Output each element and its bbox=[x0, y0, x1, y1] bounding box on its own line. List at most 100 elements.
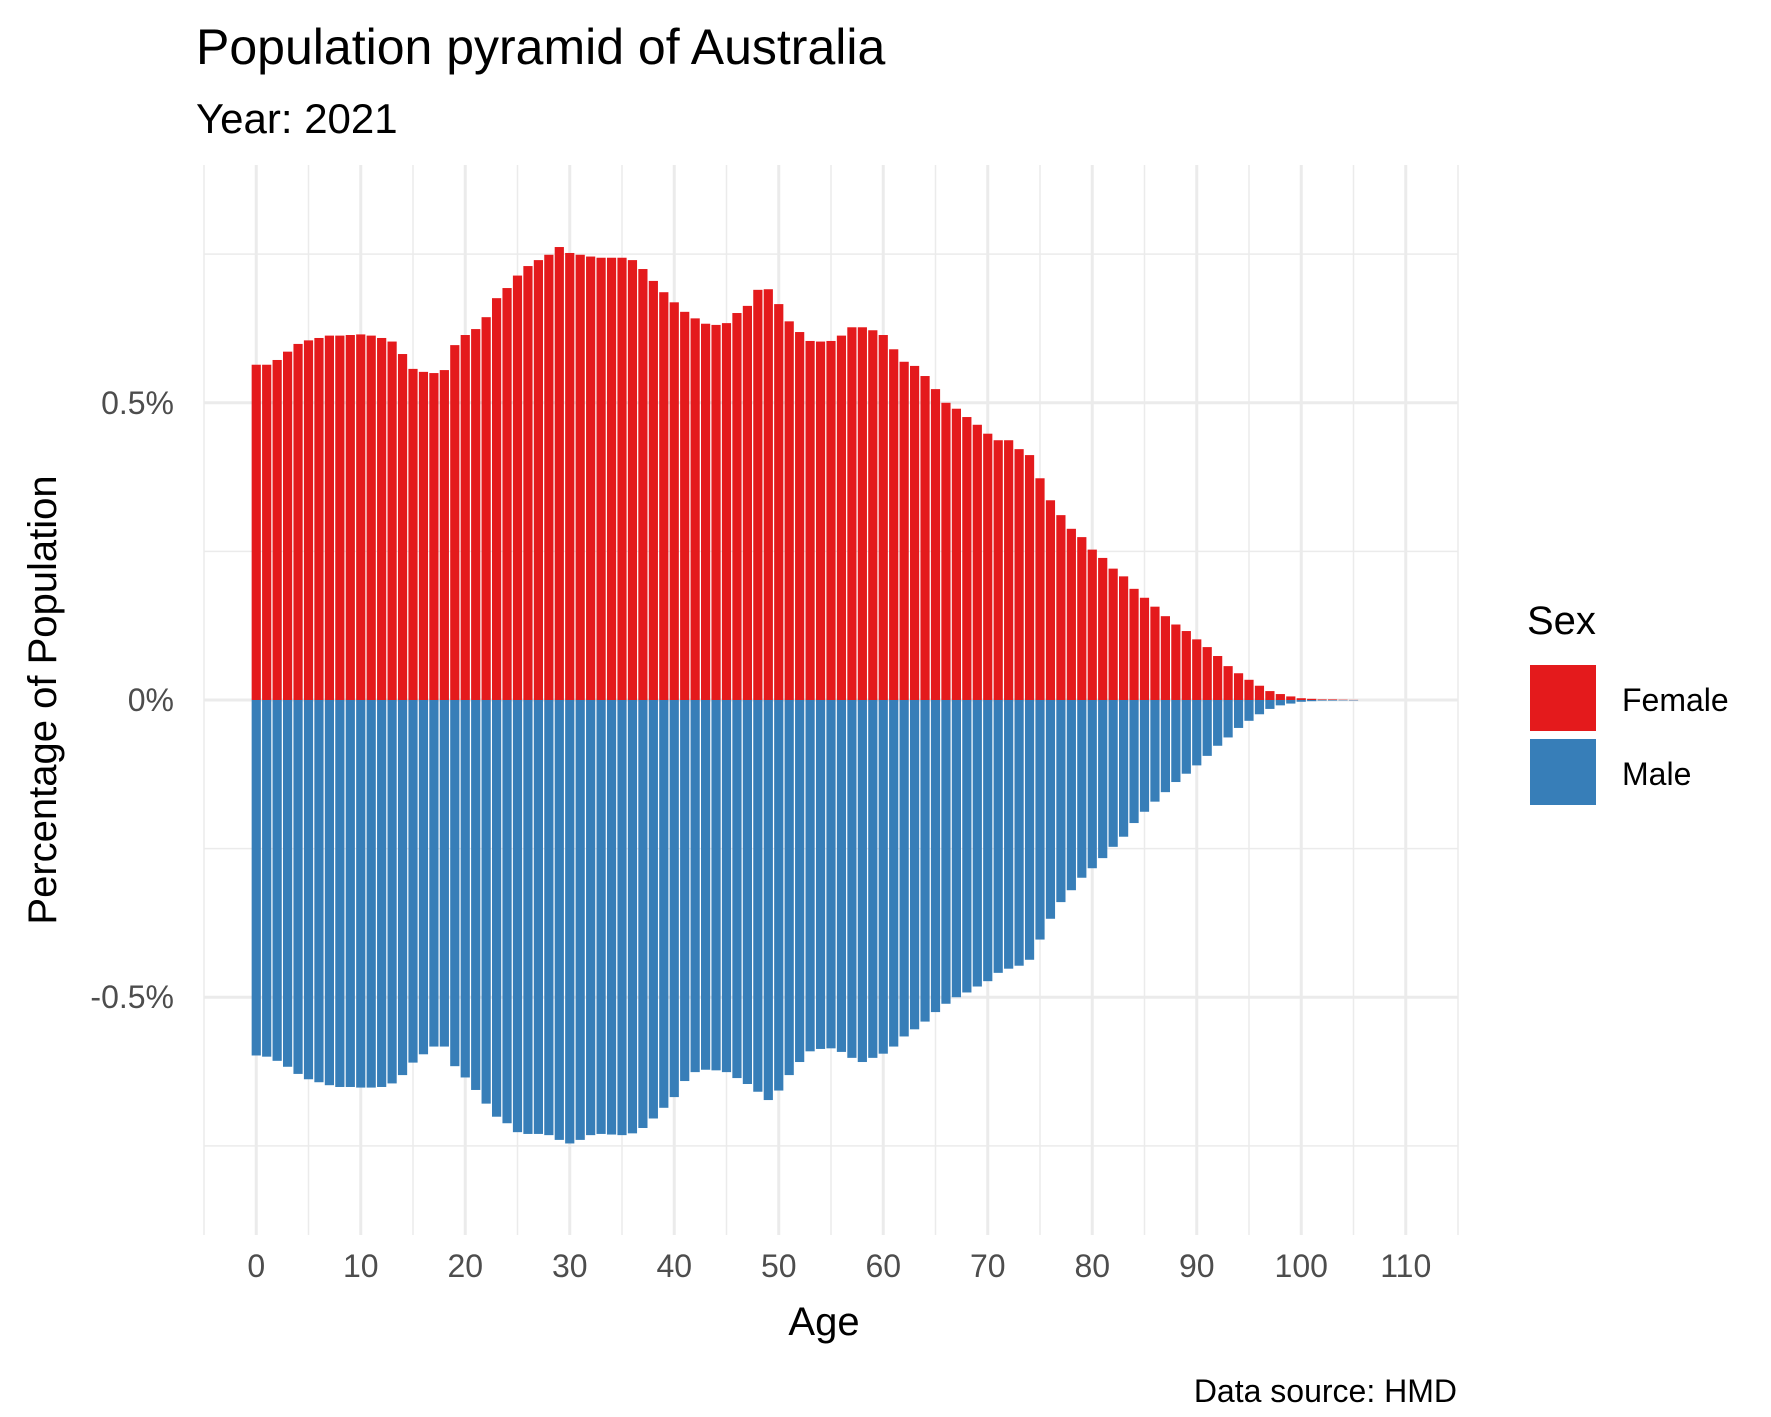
bar-female-age-69 bbox=[972, 424, 982, 700]
bar-female-age-23 bbox=[492, 298, 502, 700]
bar-male-age-24 bbox=[502, 700, 512, 1124]
bar-male-age-41 bbox=[680, 700, 690, 1082]
chart-title: Population pyramid of Australia bbox=[196, 19, 885, 75]
bar-female-age-25 bbox=[512, 275, 523, 700]
bar-female-age-93 bbox=[1223, 666, 1233, 700]
bar-female-age-33 bbox=[596, 257, 606, 700]
bar-male-age-16 bbox=[418, 700, 429, 1055]
bar-male-age-46 bbox=[732, 700, 742, 1079]
bar-male-age-102 bbox=[1317, 700, 1327, 701]
bar-female-age-24 bbox=[502, 288, 512, 700]
bar-male-age-61 bbox=[889, 700, 899, 1047]
bar-male-age-81 bbox=[1098, 700, 1108, 859]
bar-female-age-26 bbox=[523, 266, 533, 700]
x-tick-label: 30 bbox=[552, 1248, 588, 1284]
y-tick-label: -0.5% bbox=[90, 979, 174, 1015]
bar-female-age-18 bbox=[439, 370, 449, 700]
bar-male-age-35 bbox=[617, 700, 627, 1136]
bar-male-age-103 bbox=[1328, 700, 1338, 701]
y-tick-label: 0.5% bbox=[101, 385, 174, 421]
bar-female-age-90 bbox=[1192, 639, 1202, 700]
chart-subtitle: Year: 2021 bbox=[196, 95, 398, 142]
bar-female-age-49 bbox=[763, 289, 773, 700]
bar-female-age-67 bbox=[951, 408, 961, 700]
bar-male-age-52 bbox=[795, 700, 805, 1063]
bar-female-age-44 bbox=[711, 324, 721, 700]
bar-male-age-50 bbox=[774, 700, 784, 1091]
bar-male-age-72 bbox=[1004, 700, 1014, 969]
bar-female-age-15 bbox=[408, 368, 418, 700]
bar-male-age-69 bbox=[972, 700, 982, 987]
bar-female-age-53 bbox=[805, 340, 815, 700]
bar-male-age-20 bbox=[460, 700, 470, 1078]
bar-male-age-5 bbox=[303, 700, 314, 1080]
bar-female-age-12 bbox=[377, 337, 387, 700]
bar-female-age-17 bbox=[429, 373, 439, 700]
legend-swatch-male bbox=[1530, 739, 1596, 805]
bar-male-age-33 bbox=[596, 700, 606, 1134]
bar-male-age-40 bbox=[669, 700, 679, 1098]
bar-male-age-14 bbox=[397, 700, 408, 1076]
bar-male-age-101 bbox=[1307, 700, 1317, 702]
bar-male-age-95 bbox=[1244, 700, 1254, 721]
bar-female-age-4 bbox=[293, 343, 303, 700]
bar-female-age-58 bbox=[857, 327, 867, 700]
bar-male-age-13 bbox=[387, 700, 397, 1084]
bar-male-age-56 bbox=[836, 700, 847, 1052]
bar-female-age-71 bbox=[993, 440, 1003, 700]
bar-male-age-37 bbox=[638, 700, 648, 1128]
bar-female-age-99 bbox=[1286, 696, 1296, 700]
bar-female-age-84 bbox=[1129, 588, 1139, 700]
bar-female-age-6 bbox=[314, 337, 324, 700]
bar-male-age-30 bbox=[565, 700, 575, 1144]
x-tick-label: 70 bbox=[970, 1248, 1006, 1284]
bar-male-age-63 bbox=[910, 700, 920, 1030]
bar-male-age-0 bbox=[251, 700, 261, 1056]
bar-male-age-39 bbox=[659, 700, 669, 1108]
bar-female-age-35 bbox=[617, 257, 627, 700]
bar-female-age-62 bbox=[899, 361, 909, 700]
bar-female-age-10 bbox=[356, 334, 366, 700]
bar-male-age-79 bbox=[1077, 700, 1087, 878]
bar-male-age-25 bbox=[512, 700, 523, 1133]
bar-female-age-20 bbox=[460, 335, 470, 700]
bar-female-age-16 bbox=[418, 371, 429, 700]
bar-male-age-85 bbox=[1139, 700, 1150, 812]
bar-male-age-7 bbox=[324, 700, 334, 1086]
bar-female-age-59 bbox=[868, 330, 878, 700]
bar-male-age-90 bbox=[1192, 700, 1202, 766]
bar-male-age-28 bbox=[544, 700, 554, 1136]
bar-male-age-99 bbox=[1286, 700, 1296, 704]
bar-female-age-68 bbox=[962, 417, 972, 700]
bar-female-age-31 bbox=[575, 254, 585, 700]
bar-female-age-2 bbox=[272, 359, 282, 700]
bar-female-age-32 bbox=[586, 256, 596, 700]
bar-female-age-94 bbox=[1233, 673, 1244, 700]
bar-female-age-103 bbox=[1328, 699, 1338, 700]
bar-female-age-91 bbox=[1202, 647, 1212, 700]
bar-male-age-12 bbox=[377, 700, 387, 1087]
bar-female-age-97 bbox=[1265, 691, 1275, 700]
bar-male-age-38 bbox=[648, 700, 658, 1119]
bar-male-age-36 bbox=[627, 700, 638, 1134]
bar-male-age-57 bbox=[847, 700, 857, 1058]
bar-male-age-88 bbox=[1171, 700, 1181, 783]
bar-female-age-14 bbox=[397, 354, 408, 700]
bar-male-age-27 bbox=[533, 700, 543, 1134]
x-tick-label: 40 bbox=[656, 1248, 692, 1284]
x-tick-label: 20 bbox=[447, 1248, 483, 1284]
bar-female-age-1 bbox=[262, 364, 272, 700]
bar-female-age-39 bbox=[659, 292, 669, 700]
bar-female-age-79 bbox=[1077, 537, 1087, 700]
bars bbox=[251, 247, 1359, 1144]
bar-male-age-4 bbox=[293, 700, 303, 1074]
bar-male-age-26 bbox=[523, 700, 533, 1134]
y-tick-label: 0% bbox=[128, 682, 174, 718]
bar-male-age-32 bbox=[586, 700, 596, 1136]
bar-female-age-72 bbox=[1004, 440, 1014, 700]
bar-female-age-80 bbox=[1087, 549, 1097, 700]
bar-female-age-42 bbox=[690, 318, 700, 700]
bar-male-age-66 bbox=[941, 700, 951, 1004]
bar-female-age-48 bbox=[753, 289, 763, 700]
bar-female-age-46 bbox=[732, 313, 742, 700]
